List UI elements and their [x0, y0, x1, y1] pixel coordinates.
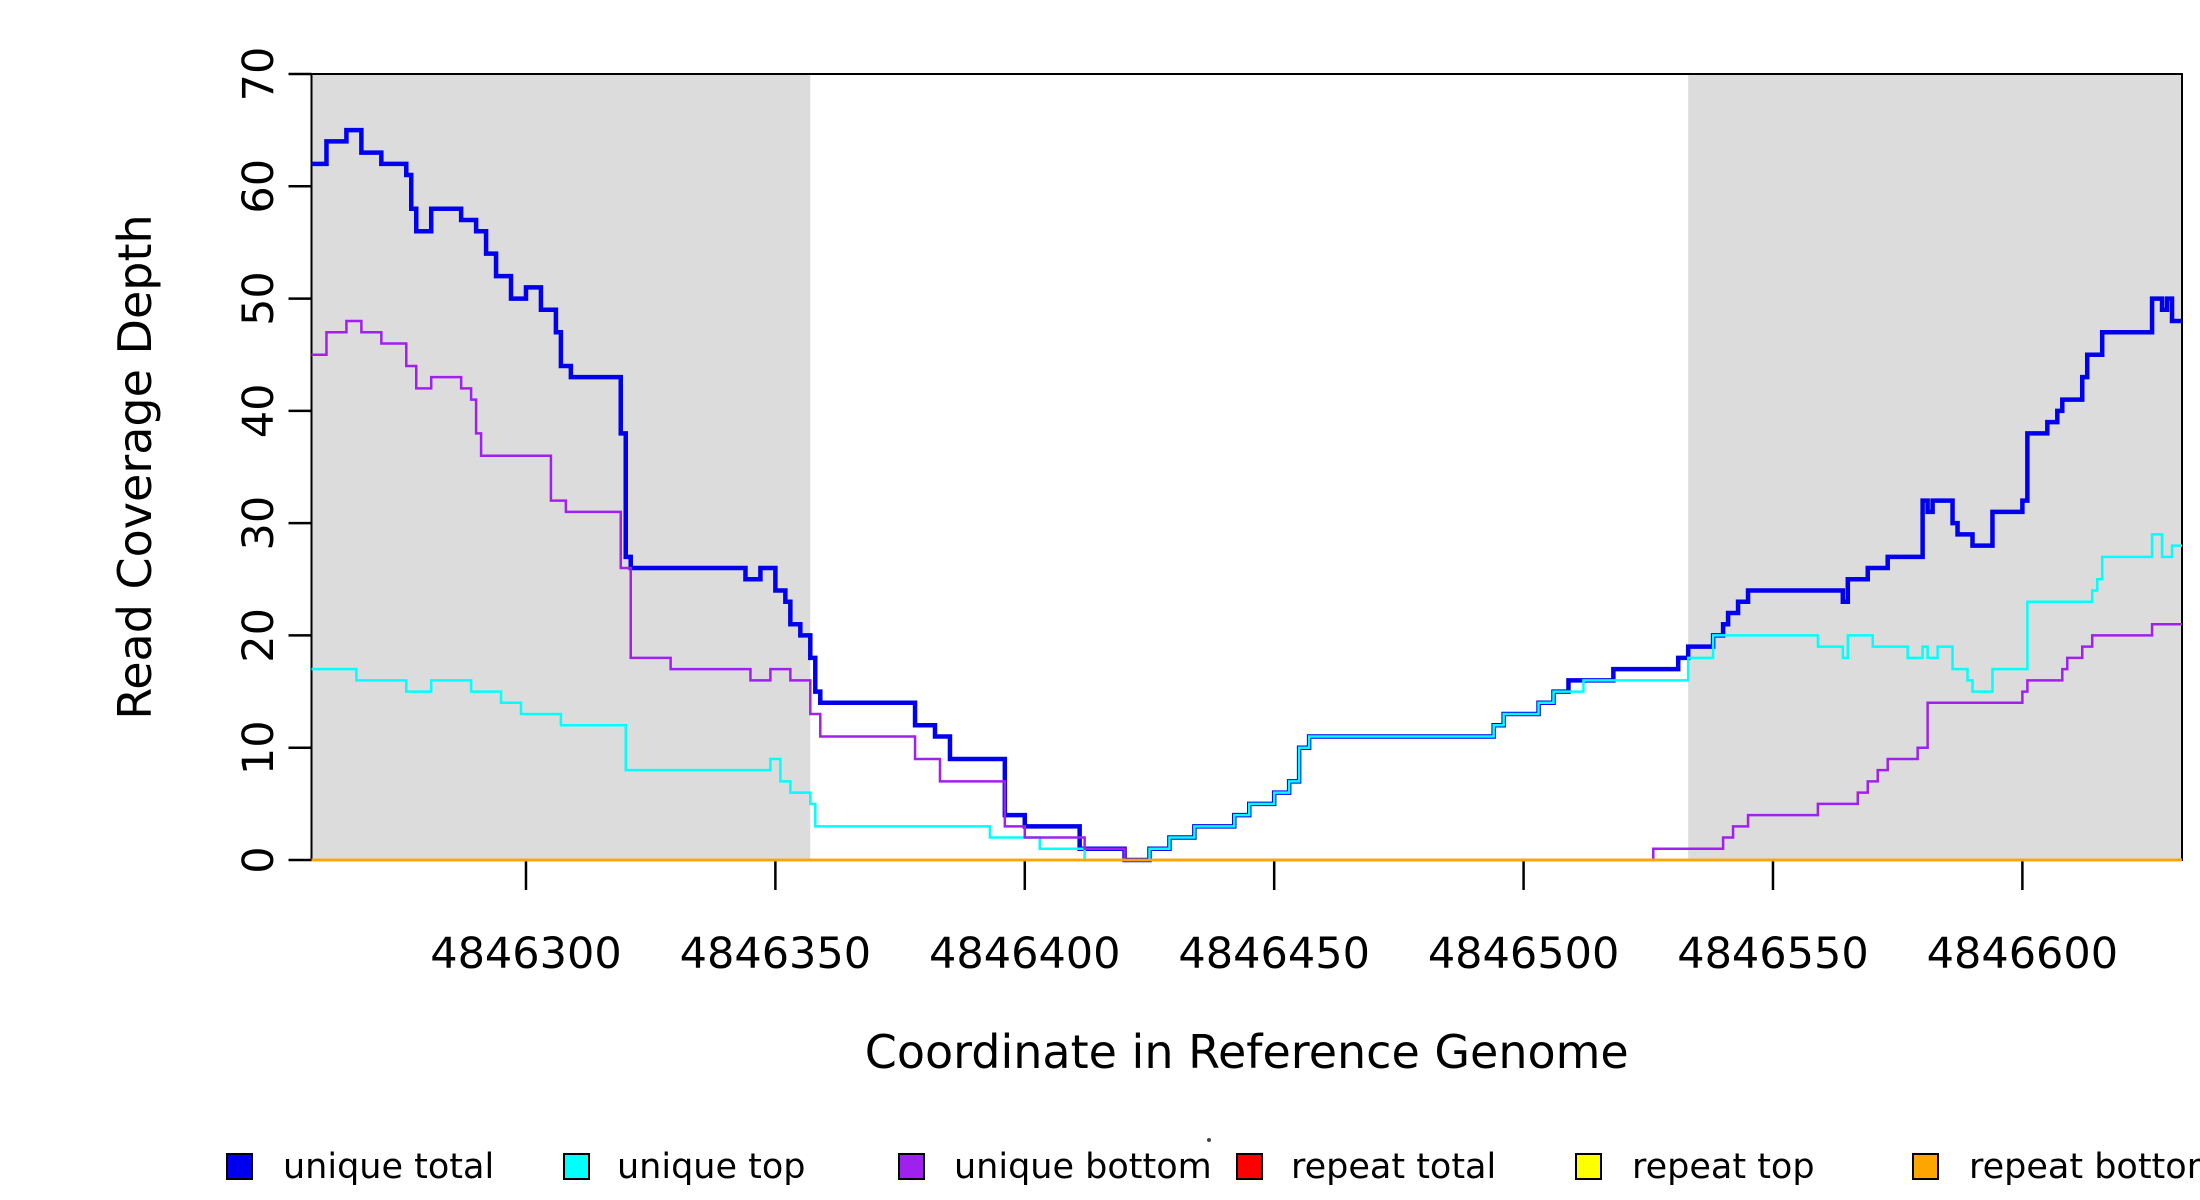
legend-item-unique-total: unique total — [226, 1147, 494, 1187]
x-tick-label: 4846300 — [430, 929, 622, 979]
legend-swatch-repeat-top — [1575, 1153, 1602, 1180]
y-tick-label: 0 — [234, 846, 284, 873]
legend-label: unique total — [283, 1147, 494, 1187]
legend-item-repeat-bottom: repeat bottom — [1912, 1147, 2200, 1187]
coverage-depth-figure: 4846300 4846350 4846400 4846450 4846500 48465… — [40, 16, 2200, 1200]
series-unique-bottom — [311, 319, 2182, 862]
y-tick-label: 40 — [234, 383, 284, 438]
legend-swatch-repeat-bottom — [1912, 1153, 1939, 1180]
coverage-depth-chart: 4846300 4846350 4846400 4846450 4846500 48465… — [40, 16, 2200, 1200]
y-tick-label: 60 — [234, 159, 284, 214]
y-tick-label: 70 — [234, 47, 284, 102]
legend-label: repeat total — [1291, 1147, 1496, 1187]
y-axis: 0 10 20 30 40 50 60 70 — [234, 47, 312, 874]
legend-item-unique-top: unique top — [563, 1147, 806, 1187]
legend-label: repeat top — [1632, 1147, 1815, 1187]
legend-item-repeat-top: repeat top — [1575, 1147, 1815, 1187]
legend-label: repeat bottom — [1969, 1147, 2200, 1187]
x-axis-title: Coordinate in Reference Genome — [865, 1025, 1629, 1079]
legend-item-unique-bottom: unique bottom — [898, 1147, 1212, 1187]
y-tick-label: 30 — [234, 496, 284, 551]
legend-swatch-unique-total — [226, 1153, 253, 1180]
legend-label: unique bottom — [954, 1147, 1212, 1187]
legend-swatch-unique-bottom — [898, 1153, 925, 1180]
legend: unique total unique top unique bottom repea… — [226, 1138, 2200, 1187]
x-tick-label: 4846400 — [929, 929, 1121, 979]
x-tick-label: 4846350 — [680, 929, 872, 979]
legend-swatch-repeat-total — [1236, 1153, 1263, 1180]
x-tick-label: 4846450 — [1178, 929, 1370, 979]
shaded-region-2 — [1688, 74, 2182, 860]
x-tick-label: 4846550 — [1677, 929, 1869, 979]
shaded-region-1 — [311, 74, 811, 860]
legend-item-repeat-total: repeat total — [1236, 1147, 1496, 1187]
y-tick-label: 20 — [234, 608, 284, 663]
legend-swatch-unique-top — [563, 1153, 590, 1180]
legend-label: unique top — [617, 1147, 806, 1187]
y-tick-label: 10 — [234, 720, 284, 775]
stray-dot — [1207, 1138, 1211, 1142]
x-tick-label: 4846500 — [1428, 929, 1620, 979]
series-unique-top — [311, 533, 2182, 862]
y-tick-label: 50 — [234, 271, 284, 326]
x-tick-label: 4846600 — [1927, 929, 2119, 979]
y-axis-title: Read Coverage Depth — [108, 214, 162, 719]
x-axis: 4846300 4846350 4846400 4846450 4846500 48465… — [430, 860, 2118, 979]
